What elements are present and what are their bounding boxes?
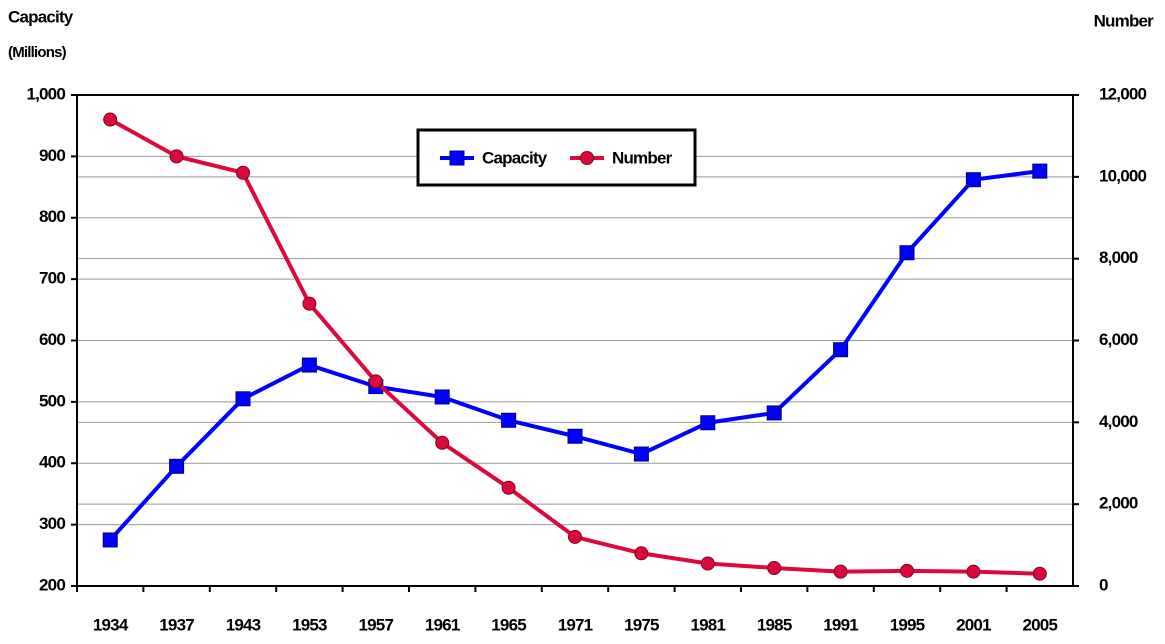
- y2-tick-label: 2,000: [1099, 494, 1138, 513]
- x-tick-label: 1943: [226, 615, 261, 634]
- data-point: [302, 296, 317, 311]
- data-point: [235, 391, 251, 407]
- y2-tick-label: 10,000: [1099, 166, 1147, 185]
- x-tick-label: 1981: [690, 615, 725, 634]
- y-tick-label: 300: [39, 514, 65, 533]
- y-tick-label: 600: [39, 330, 65, 349]
- y-tick-label: 400: [39, 453, 65, 472]
- x-tick-label: 1971: [558, 615, 593, 634]
- data-point: [767, 560, 782, 575]
- data-point: [1032, 566, 1047, 581]
- data-point: [766, 405, 782, 421]
- plot-frame: [76, 94, 1074, 587]
- data-point: [103, 112, 118, 127]
- data-point: [169, 458, 185, 474]
- y-tick-label: 1,000: [26, 84, 65, 103]
- data-point: [501, 412, 517, 428]
- data-point: [102, 532, 118, 548]
- y-tick-label: 700: [39, 269, 65, 288]
- data-point: [301, 357, 317, 373]
- x-tick-label: 1995: [890, 615, 925, 634]
- x-tick-label: 1961: [425, 615, 460, 634]
- y-tick-label: 500: [39, 391, 65, 410]
- y2-tick-label: 12,000: [1099, 84, 1147, 103]
- y-tick-label: 200: [39, 575, 65, 594]
- data-point: [965, 172, 981, 188]
- data-point: [700, 556, 715, 571]
- y2-axis-title: Number: [1094, 11, 1155, 30]
- legend-marker: [580, 151, 594, 165]
- data-point: [368, 374, 383, 389]
- series-line: [109, 117, 1040, 576]
- x-tick-label: 1975: [624, 615, 659, 634]
- x-tick-label: 2005: [1022, 615, 1057, 634]
- data-point: [567, 428, 583, 444]
- data-point: [899, 245, 915, 261]
- data-point: [833, 342, 849, 358]
- y-tick-label: 900: [39, 146, 65, 165]
- data-point: [833, 564, 848, 579]
- y2-tick-label: 0: [1099, 575, 1108, 594]
- legend: Capacity Number: [416, 128, 697, 187]
- x-tick-label: 1953: [292, 615, 327, 634]
- x-tick-label: 2001: [956, 615, 991, 634]
- y2-tick-label: 6,000: [1099, 330, 1138, 349]
- y-tick-label: 800: [39, 207, 65, 226]
- x-tick-label: 1985: [757, 615, 792, 634]
- data-point: [236, 165, 250, 180]
- data-point: [434, 389, 450, 405]
- data-point: [169, 149, 184, 164]
- data-point: [435, 435, 450, 450]
- y2-tick-label: 4,000: [1099, 412, 1138, 431]
- y-axis-title: Capacity: [8, 7, 74, 26]
- legend-marker: [449, 150, 465, 166]
- data-point: [501, 480, 516, 495]
- x-tick-label: 1965: [491, 615, 526, 634]
- x-tick-label: 1937: [159, 615, 194, 634]
- data-point: [700, 415, 716, 431]
- y2-tick-label: 8,000: [1099, 248, 1138, 267]
- series-line: [108, 169, 1041, 542]
- x-tick-label: 1934: [93, 615, 129, 634]
- legend-label: Capacity: [482, 148, 548, 167]
- legend-label: Number: [612, 148, 673, 167]
- data-point: [900, 563, 914, 578]
- y-axis-subtitle: (Millions): [8, 44, 67, 61]
- x-tick-label: 1957: [358, 615, 393, 634]
- data-point: [634, 546, 649, 561]
- x-tick-label: 1991: [823, 615, 858, 634]
- data-point: [633, 446, 649, 462]
- data-point: [1032, 163, 1048, 179]
- data-point: [966, 564, 981, 579]
- data-point: [568, 529, 582, 544]
